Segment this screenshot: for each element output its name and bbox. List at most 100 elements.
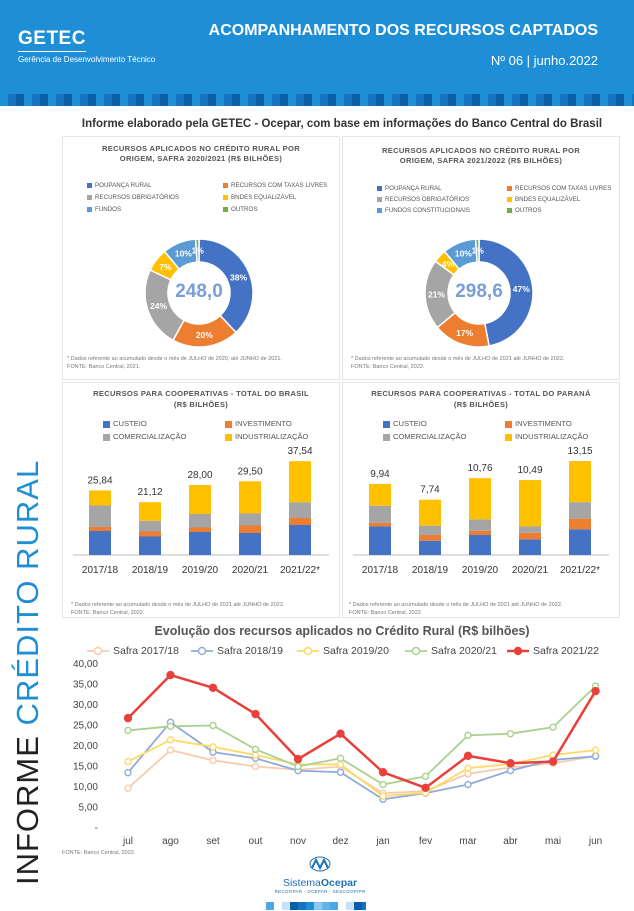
donut1-label-0: 38% bbox=[230, 272, 247, 282]
bars1-title-line2: (R$ BILHÕES) bbox=[173, 400, 229, 409]
bars2-legend-1: INVESTIMENTO bbox=[505, 419, 572, 428]
line-point-2-11 bbox=[591, 746, 600, 754]
line-point-4-9 bbox=[506, 759, 515, 768]
line-series-3 bbox=[127, 685, 597, 786]
bars1-cat-4: 2021/22* bbox=[280, 565, 320, 576]
donut2-slice-0 bbox=[478, 238, 534, 347]
donut2-title-line2: ORIGEM, SAFRA 2021/2022 (R$ BILHÕES) bbox=[399, 156, 563, 165]
bars1-bar-4-3 bbox=[289, 461, 311, 503]
bars1-total-0: 25,84 bbox=[87, 475, 112, 486]
line-point-4-0 bbox=[123, 713, 133, 723]
donut2-legend-3: BNDES EQUALIZÁVEL bbox=[507, 196, 580, 203]
line-point-4-6 bbox=[378, 768, 388, 777]
line-xtick-9: abr bbox=[503, 836, 518, 847]
bars2-legend-2: COMERCIALIZAÇÃO bbox=[383, 432, 466, 441]
line-chart-source: FONTE: Banco Central, 2022. bbox=[62, 850, 136, 856]
svg-text:INFORME CRÉDITO RURAL: INFORME CRÉDITO RURAL bbox=[10, 460, 45, 885]
bars2-bar-2-1 bbox=[469, 530, 491, 535]
line-point-3-0 bbox=[124, 726, 132, 735]
bars2-cat-4: 2021/22* bbox=[560, 565, 600, 576]
logo-subtitle: Gerência de Desenvolvimento Técnico bbox=[18, 55, 156, 64]
donut1-slice-5 bbox=[194, 238, 200, 263]
bars2-chart: 9,94 2017/18 7,74 2018/19 10,76 2019/20 10,49 2… bbox=[353, 446, 609, 576]
bars2-bar-3-0 bbox=[519, 539, 541, 555]
bars1-bar-0-0 bbox=[89, 531, 111, 555]
bars1-bar-3-1 bbox=[239, 525, 261, 533]
bars1-bar-4-1 bbox=[289, 518, 311, 525]
bars2-cat-0: 2017/18 bbox=[362, 565, 399, 576]
bars2-bar-0-2 bbox=[369, 505, 391, 523]
line-ytick-1: 5,00 bbox=[79, 803, 99, 814]
line-point-3-8 bbox=[464, 731, 472, 740]
bars1-legend-3: INDUSTRIALIZAÇÃO bbox=[225, 432, 308, 441]
donut2-label-4: 10% bbox=[455, 248, 472, 258]
bars2-total-4: 13,15 bbox=[567, 446, 592, 457]
bars2-bar-1-1 bbox=[419, 535, 441, 541]
bars1-bar-4-2 bbox=[289, 502, 311, 518]
bars1-bar-1-1 bbox=[139, 531, 161, 537]
donut2-legend-1: RECURSOS COM TAXAS LIVRES bbox=[507, 185, 611, 192]
bars1-bar-1-3 bbox=[139, 502, 161, 521]
donut1-legend-0: POUPANÇA RURAL bbox=[87, 182, 152, 189]
bars2-total-2: 10,76 bbox=[467, 463, 492, 474]
bars1-title-line1: RECURSOS PARA COOPERATIVAS - TOTAL DO BR… bbox=[93, 389, 309, 398]
line-point-4-1 bbox=[166, 670, 175, 680]
line-xtick-5: dez bbox=[332, 836, 348, 847]
line-point-1-9 bbox=[506, 766, 515, 775]
bars2-bar-1-3 bbox=[419, 499, 441, 526]
line-point-2-6 bbox=[379, 792, 387, 800]
line-ytick-7: 35,00 bbox=[73, 680, 98, 691]
bars2-bar-0-1 bbox=[369, 522, 391, 527]
line-legend-item-2: Safra 2019/20 bbox=[296, 645, 389, 657]
line-point-0-3 bbox=[251, 762, 260, 771]
donut-panel-2020-21: RECURSOS APLICADOS NO CRÉDITO RURAL POR … bbox=[62, 136, 340, 380]
side-label: INFORME CRÉDITO RURAL bbox=[10, 460, 45, 885]
getec-logo: GETEC bbox=[18, 28, 86, 52]
line-xtick-3: out bbox=[249, 836, 263, 847]
bars2-bar-0-3 bbox=[369, 484, 391, 506]
bars1-total-4: 37,54 bbox=[287, 446, 312, 457]
line-ytick-3: 15,00 bbox=[73, 762, 98, 773]
bars2-total-0: 9,94 bbox=[370, 469, 390, 480]
line-point-0-1 bbox=[166, 746, 175, 754]
donut2-label-0: 47% bbox=[513, 284, 530, 294]
line-point-1-8 bbox=[464, 780, 472, 789]
donut1-legend-4: FUNDOS bbox=[87, 206, 121, 213]
bars1-bar-2-2 bbox=[189, 514, 211, 528]
donut2-label-3: 4% bbox=[442, 259, 455, 269]
line-series-4 bbox=[127, 673, 597, 790]
bars1-bar-0-3 bbox=[89, 490, 111, 506]
bars2-cat-3: 2020/21 bbox=[512, 565, 549, 576]
line-ytick-6: 30,00 bbox=[73, 700, 98, 711]
line-point-3-4 bbox=[294, 762, 302, 771]
bars2-total-1: 7,74 bbox=[420, 485, 440, 496]
bars1-chart: 25,84 2017/18 21,12 2018/19 28,00 2019/20 29,5… bbox=[73, 446, 329, 576]
line-xtick-8: mar bbox=[459, 836, 477, 847]
donut1-label-2: 24% bbox=[150, 301, 167, 311]
line-point-2-0 bbox=[124, 757, 132, 766]
bars1-legend-0: CUSTEIO bbox=[103, 419, 147, 428]
ocepar-logo-icon bbox=[309, 856, 331, 872]
line-ytick-0: - bbox=[95, 823, 98, 834]
line-xtick-2: set bbox=[206, 836, 220, 847]
bars2-cat-1: 2018/19 bbox=[412, 565, 449, 576]
donut2-legend-4: FUNDOS CONSTITUCIONAIS bbox=[377, 207, 470, 214]
side-label-part1: INFORME bbox=[10, 725, 45, 885]
line-series-1 bbox=[127, 721, 596, 801]
bars2-bar-2-2 bbox=[469, 519, 491, 531]
donut1-label-5: 1% bbox=[192, 246, 205, 256]
donut2-note: * Dados referente ao acumulado desde o m… bbox=[351, 356, 565, 362]
line-legend-item-3: Safra 2020/21 bbox=[404, 645, 497, 657]
bars1-note: * Dados referente ao acumulado desde o m… bbox=[71, 602, 285, 608]
footer-logo-text: SistemaOcepar bbox=[282, 877, 358, 889]
donut1-label-3: 7% bbox=[159, 262, 172, 272]
bars2-bar-4-3 bbox=[569, 461, 591, 503]
bars2-title-line2: (R$ BILHÕES) bbox=[453, 400, 509, 409]
bars2-bar-4-0 bbox=[569, 529, 591, 555]
line-chart-title: Evolução dos recursos aplicados no Crédi… bbox=[154, 624, 530, 638]
line-point-2-1 bbox=[166, 736, 175, 744]
donut2-total: 298,6 bbox=[455, 281, 503, 302]
line-point-2-5 bbox=[336, 760, 345, 769]
bars2-bar-2-3 bbox=[469, 478, 491, 520]
bars1-bar-3-2 bbox=[239, 513, 261, 526]
